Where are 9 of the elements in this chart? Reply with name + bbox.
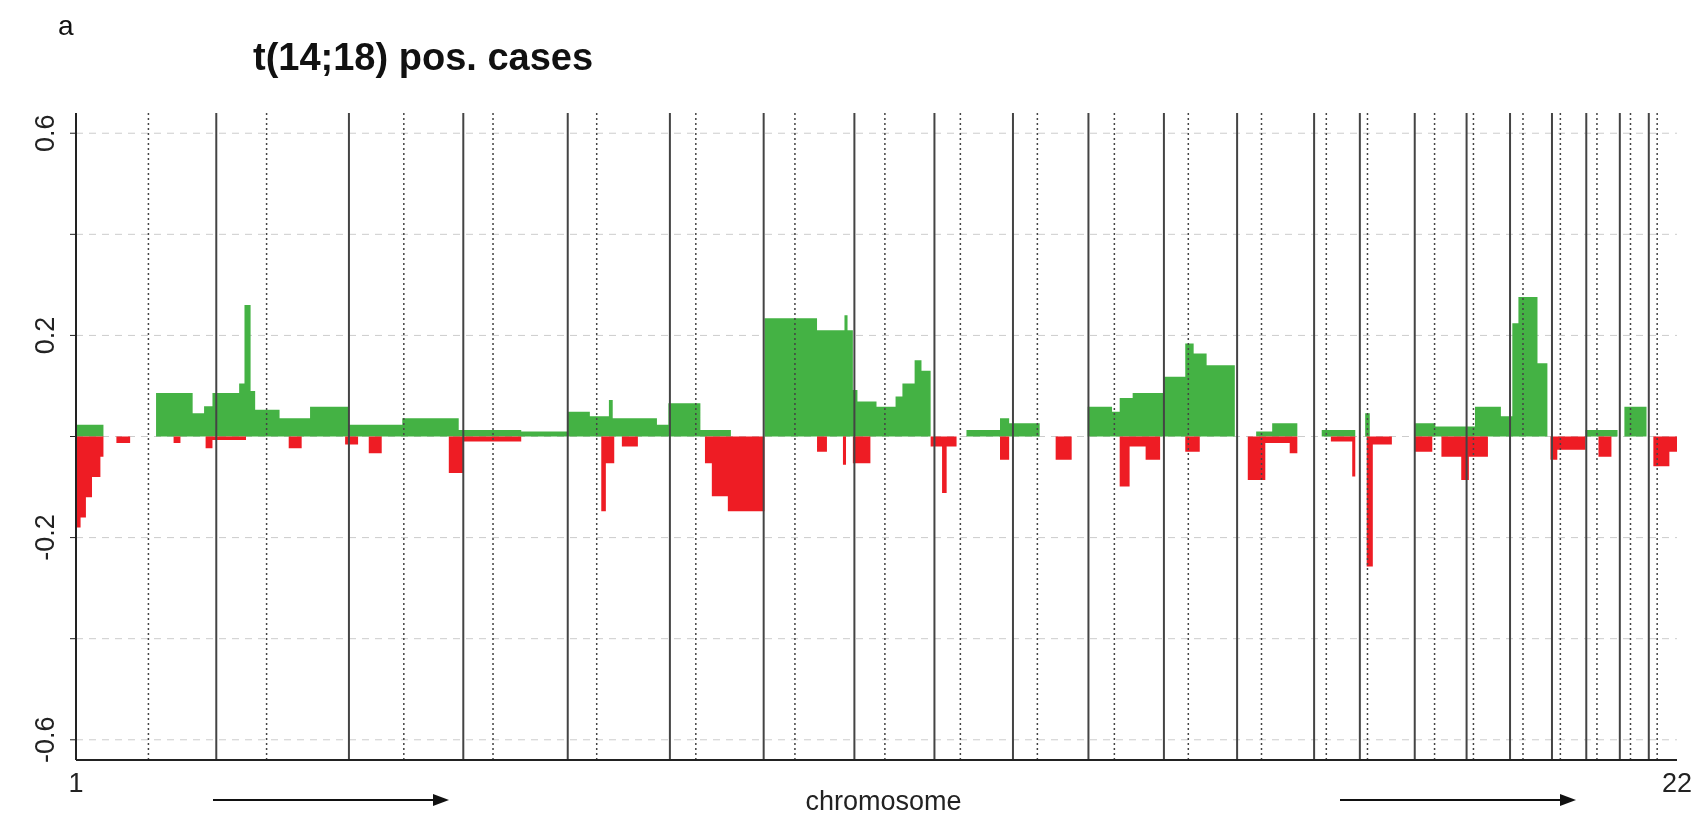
text: a — [58, 10, 74, 42]
x-axis-title: chromosome — [805, 786, 962, 813]
y-tick-label: -0.2 — [30, 514, 60, 561]
y-tick-label: 0.2 — [30, 316, 60, 355]
y-tick-label: -0.6 — [30, 716, 60, 764]
x-tick-label: 22 — [1661, 768, 1693, 798]
chart-title: t(14;18) pos. cases — [253, 36, 594, 79]
x-tick-label: 1 — [68, 768, 84, 798]
y-tick-label: 0.6 — [30, 114, 60, 152]
